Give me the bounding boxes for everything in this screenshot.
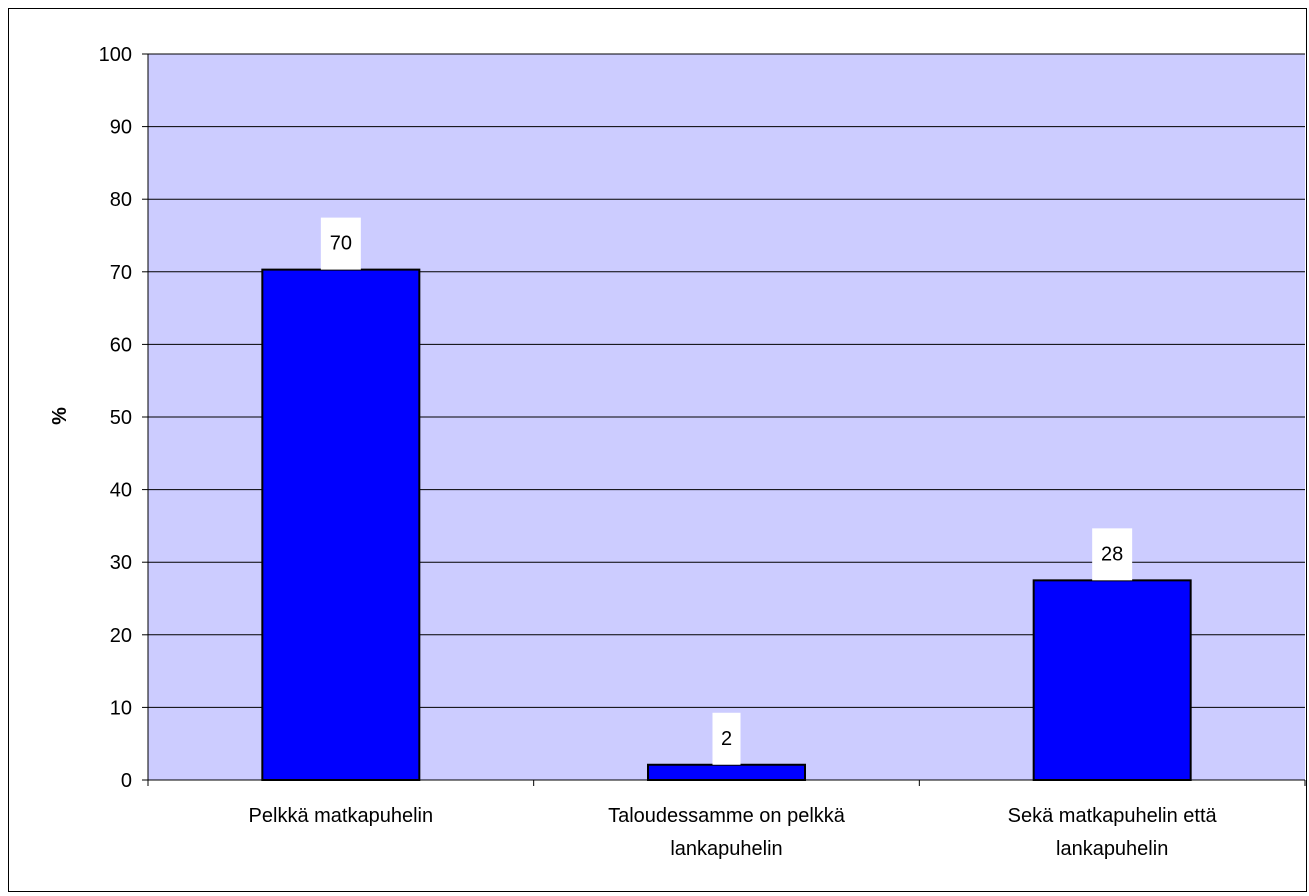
bar: [1032, 579, 1192, 781]
x-category-label: lankapuhelin: [670, 838, 782, 860]
y-tick-label: 60: [110, 334, 132, 356]
data-label-background: [320, 217, 361, 270]
y-tick-label: 90: [110, 117, 132, 139]
data-label: 28: [1101, 543, 1123, 565]
y-tick-label: 30: [110, 552, 132, 574]
y-tick-label: 0: [121, 770, 132, 792]
bar: [261, 268, 421, 781]
bars: [261, 268, 1192, 782]
y-tick-label: 70: [110, 262, 132, 284]
y-tick-label: 10: [110, 697, 132, 719]
data-label-background: [1092, 528, 1133, 581]
y-tick-label: 40: [110, 480, 132, 502]
y-axis-title: %: [49, 407, 71, 425]
data-label: 70: [330, 233, 352, 255]
bar: [647, 763, 806, 782]
y-tick-label: 80: [110, 189, 132, 211]
data-label-background: [712, 712, 741, 765]
y-tick-label: 20: [110, 625, 132, 647]
x-category-label: Sekä matkapuhelin että: [1008, 805, 1218, 827]
x-category-label: Taloudessamme on pelkkä: [608, 805, 846, 827]
y-tick-label: 50: [110, 407, 132, 429]
labels: 70 Pelkkä matkapuhelin 2 Taloudessamme on p…: [249, 217, 1218, 860]
x-category-label: Pelkkä matkapuhelin: [249, 805, 434, 827]
y-tick-label: 100: [99, 44, 132, 66]
data-label: 2: [721, 728, 732, 750]
x-category-label: lankapuhelin: [1056, 838, 1168, 860]
